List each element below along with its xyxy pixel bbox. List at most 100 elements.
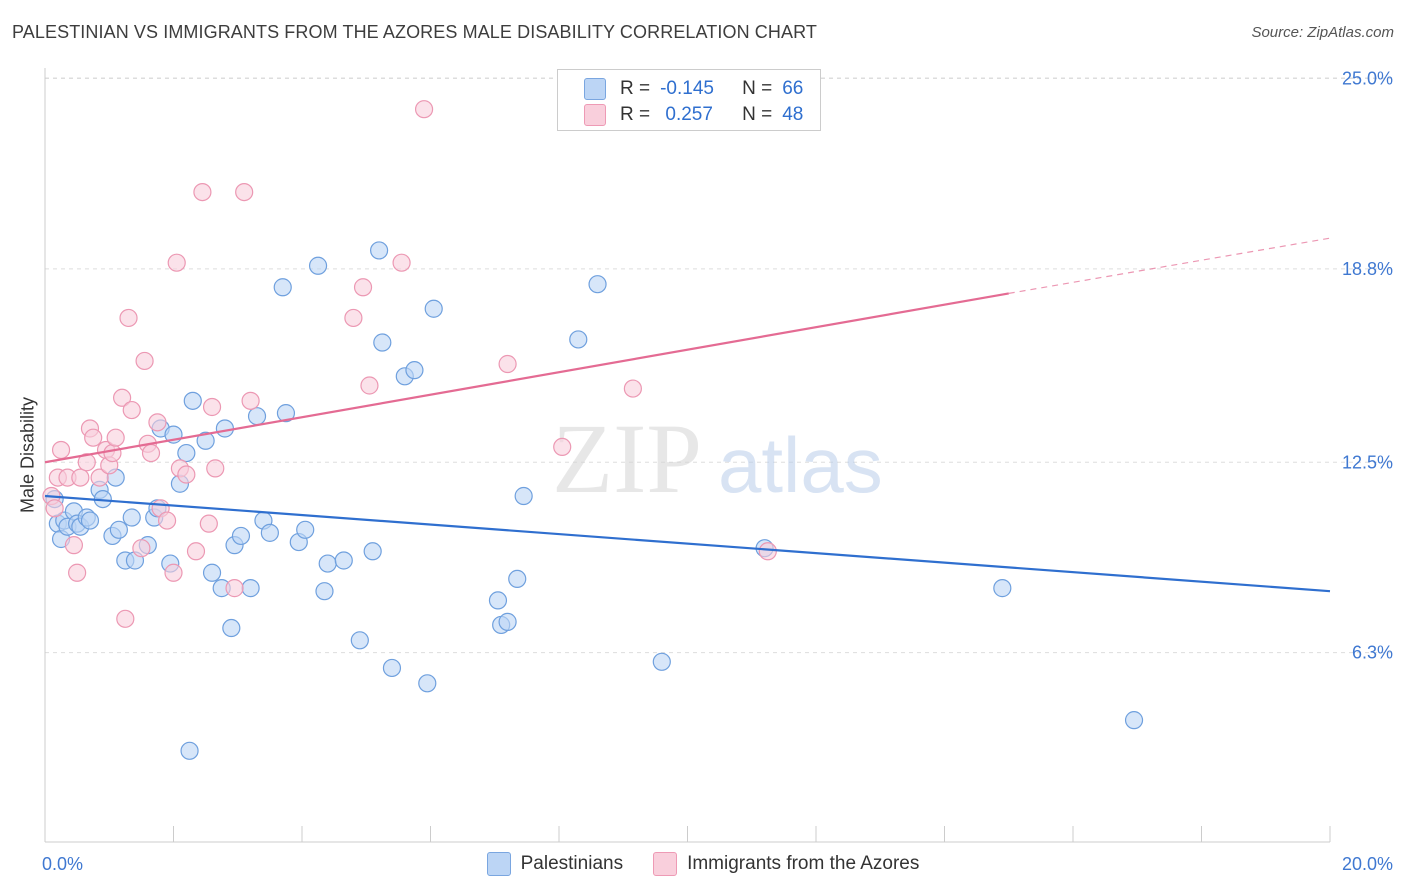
azores-point xyxy=(84,428,103,447)
legend-row-azores: R = 0.257 N = 48 xyxy=(584,103,803,127)
legend-swatch-pink xyxy=(653,852,678,876)
azores-point xyxy=(167,253,186,272)
palestinian-point xyxy=(498,612,517,631)
azores-point xyxy=(122,400,141,420)
palestinian-point xyxy=(315,582,334,601)
palestinian-point xyxy=(993,579,1012,598)
palestinian-point xyxy=(370,241,389,260)
azores-point xyxy=(90,468,109,487)
palestinian-point xyxy=(308,256,328,275)
azores-point xyxy=(498,354,517,374)
palestinian-point xyxy=(382,658,402,678)
palestinian-point xyxy=(588,275,607,294)
palestinian-point xyxy=(122,508,141,527)
y-tick-label: 18.8% xyxy=(1342,259,1393,279)
axis-layer xyxy=(44,68,1331,843)
n-label: N = xyxy=(742,104,773,125)
azores-point xyxy=(132,539,151,558)
azores-point xyxy=(135,351,154,371)
legend-item-palestinians: Palestinians xyxy=(486,852,624,876)
azores-point xyxy=(199,514,218,533)
azores-point xyxy=(623,379,642,398)
palestinian-point xyxy=(373,333,392,352)
x-tick-label: 20.0% xyxy=(1342,854,1393,874)
azores-point xyxy=(45,499,64,518)
azores-point xyxy=(206,459,225,478)
palestinian-point xyxy=(276,404,296,423)
azores-point xyxy=(157,511,177,530)
legend-label-azores: Immigrants from the Azores xyxy=(687,853,920,874)
palestinian-point xyxy=(180,741,199,760)
legend-label-palestinians: Palestinians xyxy=(520,853,624,874)
watermark-atlas: atlas xyxy=(718,421,883,509)
azores-trend-extension xyxy=(1008,237,1331,294)
palestinian-point xyxy=(109,520,128,539)
palestinian-point xyxy=(231,526,251,546)
palestinians-trend-line xyxy=(44,494,1331,593)
palestinian-point xyxy=(260,523,279,542)
palestinian-point xyxy=(514,486,533,506)
palestinian-point xyxy=(424,299,443,318)
palestinian-point xyxy=(80,511,100,530)
points-layer xyxy=(42,100,1144,760)
azores-point xyxy=(77,453,96,472)
legend-swatch-blue xyxy=(584,78,606,100)
palestinian-point xyxy=(241,579,260,598)
azores-point xyxy=(353,278,373,297)
trend-layer xyxy=(44,237,1331,593)
r-value: 0.257 xyxy=(660,104,713,125)
azores-point xyxy=(164,563,183,582)
azores-point xyxy=(202,397,222,417)
y-tick-label: 12.5% xyxy=(1342,452,1393,472)
azores-point xyxy=(64,536,84,555)
palestinian-point xyxy=(508,569,527,589)
palestinian-point xyxy=(363,542,382,561)
azores-point xyxy=(225,579,244,598)
azores-point xyxy=(119,308,138,328)
palestinian-point xyxy=(334,551,353,570)
y-axis-label: Male Disability xyxy=(17,396,38,514)
azores-point xyxy=(51,440,71,460)
y-tick-label: 6.3% xyxy=(1352,643,1393,663)
n-label: N = xyxy=(742,78,773,99)
azores-trend-line xyxy=(44,292,1009,464)
azores-point xyxy=(392,253,411,272)
azores-point xyxy=(112,388,132,407)
r-label: R = xyxy=(620,104,651,125)
azores-point xyxy=(116,609,135,628)
n-value: 66 xyxy=(782,78,804,99)
palestinian-point xyxy=(350,631,369,650)
azores-point xyxy=(103,443,122,463)
palestinian-point xyxy=(247,407,267,426)
r-label: R = xyxy=(620,78,651,99)
azores-point xyxy=(106,428,125,447)
palestinian-point xyxy=(405,361,424,380)
legend-row-palestinians: R = -0.145 N = 66 xyxy=(584,77,803,101)
palestinian-point xyxy=(652,652,671,671)
azores-point xyxy=(241,391,260,410)
x-tick-label: 0.0% xyxy=(42,854,83,874)
palestinian-point xyxy=(569,330,588,349)
tick-label-layer: 6.3% 12.5% 18.8% 25.0% 0.0% 20.0% xyxy=(42,69,1393,875)
grid-layer xyxy=(45,77,1392,654)
palestinian-point xyxy=(215,419,234,438)
palestinian-point xyxy=(183,391,202,410)
azores-point xyxy=(553,437,572,456)
series-legend: Palestinians Immigrants from the Azores xyxy=(0,852,1406,876)
azores-point xyxy=(68,563,87,582)
chart-title: PALESTINIAN VS IMMIGRANTS FROM THE AZORE… xyxy=(12,22,817,42)
azores-point xyxy=(148,413,167,432)
source-credit: Source: ZipAtlas.com xyxy=(1251,24,1394,41)
azores-point xyxy=(360,376,379,395)
azores-point xyxy=(177,465,196,484)
palestinian-point xyxy=(488,591,508,610)
n-value: 48 xyxy=(782,104,804,125)
y-tick-label: 25.0% xyxy=(1342,69,1393,89)
watermark: ZIP atlas xyxy=(552,403,883,514)
legend-swatch-pink xyxy=(584,104,606,126)
palestinian-point xyxy=(318,554,337,573)
palestinian-point xyxy=(273,278,292,297)
azores-point xyxy=(186,542,206,561)
azores-point xyxy=(235,182,254,202)
